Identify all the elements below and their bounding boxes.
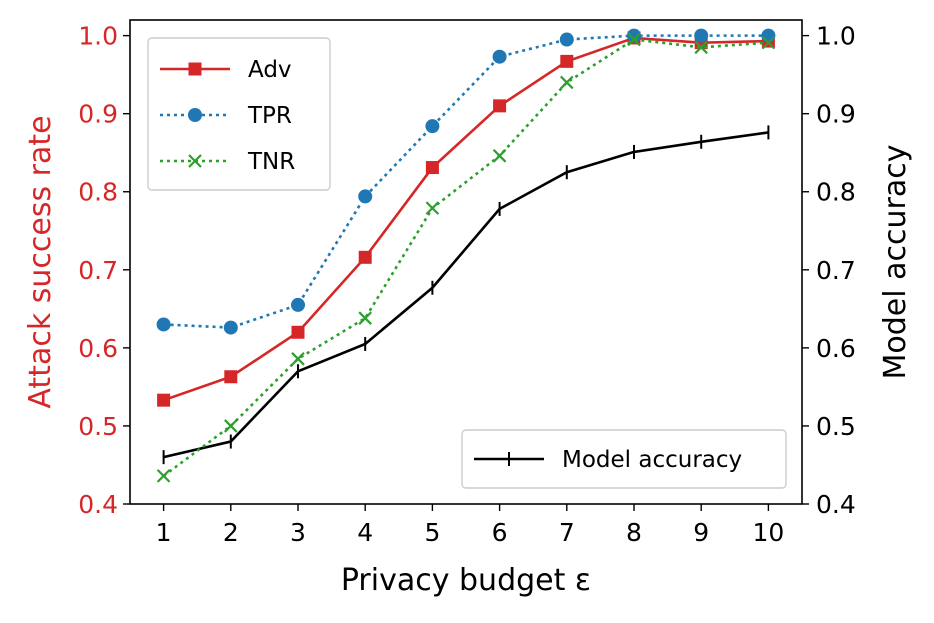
- x-tick-label: 7: [559, 518, 575, 547]
- series-model-accuracy: [162, 125, 770, 465]
- x-tick-label: 9: [693, 518, 709, 547]
- data-point-tnr-2: [224, 419, 238, 433]
- data-point-adv-3: [291, 325, 305, 339]
- left-y-tick-label: 0.9: [78, 100, 118, 129]
- left-y-tick-label: 1.0: [78, 22, 118, 51]
- data-point-tpr-10: [761, 28, 776, 43]
- right-y-tick-label: 1.0: [816, 22, 856, 51]
- legends: Adv TPR TNR Model accuracy: [147, 37, 787, 489]
- left-y-tick-label: 0.4: [78, 490, 118, 519]
- data-point-adv-1: [157, 393, 171, 407]
- data-point-tnr-3: [291, 352, 305, 366]
- legend-top-left-frame: [147, 37, 331, 191]
- data-point-tpr-2: [223, 320, 238, 335]
- data-point-adv-5: [425, 161, 439, 175]
- data-point-adv-4: [358, 250, 372, 264]
- left-y-tick-label: 0.8: [78, 178, 118, 207]
- x-axis-title: Privacy budget ε: [341, 563, 591, 598]
- x-tick-label: 8: [626, 518, 642, 547]
- data-point-tnr-7: [560, 75, 574, 90]
- series-tnr: [156, 32, 776, 483]
- data-point-tnr-10: [761, 35, 776, 50]
- series-line-model-accuracy: [163, 131, 769, 459]
- x-tick-label: 10: [752, 518, 784, 547]
- x-tick-label: 4: [357, 518, 373, 547]
- right-y-tick-label: 0.4: [816, 490, 856, 519]
- data-point-tpr-6: [492, 49, 507, 64]
- legend-label-tpr: TPR: [247, 103, 292, 129]
- left-y-axis-title: Attack success rate: [23, 115, 58, 408]
- data-point-tpr-5: [425, 119, 440, 134]
- legend-marker-tnr: [188, 154, 202, 168]
- legend-bottom-right-frame: [461, 429, 787, 489]
- data-point-tpr-1: [156, 317, 171, 332]
- data-point-adv-2: [224, 370, 238, 384]
- right-y-tick-label: 0.5: [816, 412, 856, 441]
- left-y-tick-label: 0.5: [78, 412, 118, 441]
- data-point-tnr-9: [694, 40, 708, 55]
- x-tick-label: 5: [424, 518, 440, 547]
- data-point-tpr-3: [291, 297, 305, 312]
- series-line-tnr: [162, 38, 769, 477]
- data-point-tpr-7: [559, 32, 574, 47]
- left-y-tick-label: 0.7: [78, 256, 118, 285]
- legend-bottom-right: Model accuracy: [461, 429, 787, 489]
- legend-marker-tpr: [188, 108, 202, 122]
- data-point-adv-6: [493, 99, 507, 113]
- data-point-tnr-5: [425, 201, 440, 215]
- right-y-tick-label: 0.9: [816, 100, 856, 129]
- x-tick-label: 6: [492, 518, 508, 547]
- plot-area: [156, 28, 776, 483]
- x-tick-label: 1: [156, 518, 172, 547]
- left-y-tick-label: 0.6: [78, 334, 118, 363]
- axes: 1 2 3 4 5 6 7 8 9 10 0.4 0.5 0.6 0.7 0.8 0.9 1.0 0.4 0.5 0.…: [78, 19, 856, 547]
- legend-label-tnr: TNR: [247, 149, 295, 175]
- right-y-tick-label: 0.7: [816, 256, 856, 285]
- right-y-tick-label: 0.8: [816, 178, 856, 207]
- data-point-tnr-1: [156, 469, 171, 483]
- right-y-axis-title: Model accuracy: [878, 145, 913, 380]
- x-tick-label: 3: [290, 518, 306, 547]
- x-tick-label: 2: [223, 518, 239, 547]
- legend-top-left: Adv TPR TNR: [147, 37, 331, 191]
- series-line-adv: [163, 36, 769, 402]
- plot-frame: [129, 19, 803, 505]
- legend-label-adv: Adv: [248, 57, 292, 83]
- data-point-tnr-8: [627, 32, 641, 47]
- legend-label-model-accuracy: Model accuracy: [562, 447, 742, 473]
- legend-marker-adv: [188, 62, 202, 76]
- data-point-tnr-4: [358, 311, 372, 325]
- data-point-tpr-8: [627, 28, 641, 43]
- data-point-tpr-9: [694, 28, 709, 43]
- data-point-tnr-6: [492, 149, 507, 163]
- right-y-tick-label: 0.6: [816, 334, 856, 363]
- data-point-adv-7: [560, 54, 574, 68]
- data-point-tpr-4: [358, 189, 373, 204]
